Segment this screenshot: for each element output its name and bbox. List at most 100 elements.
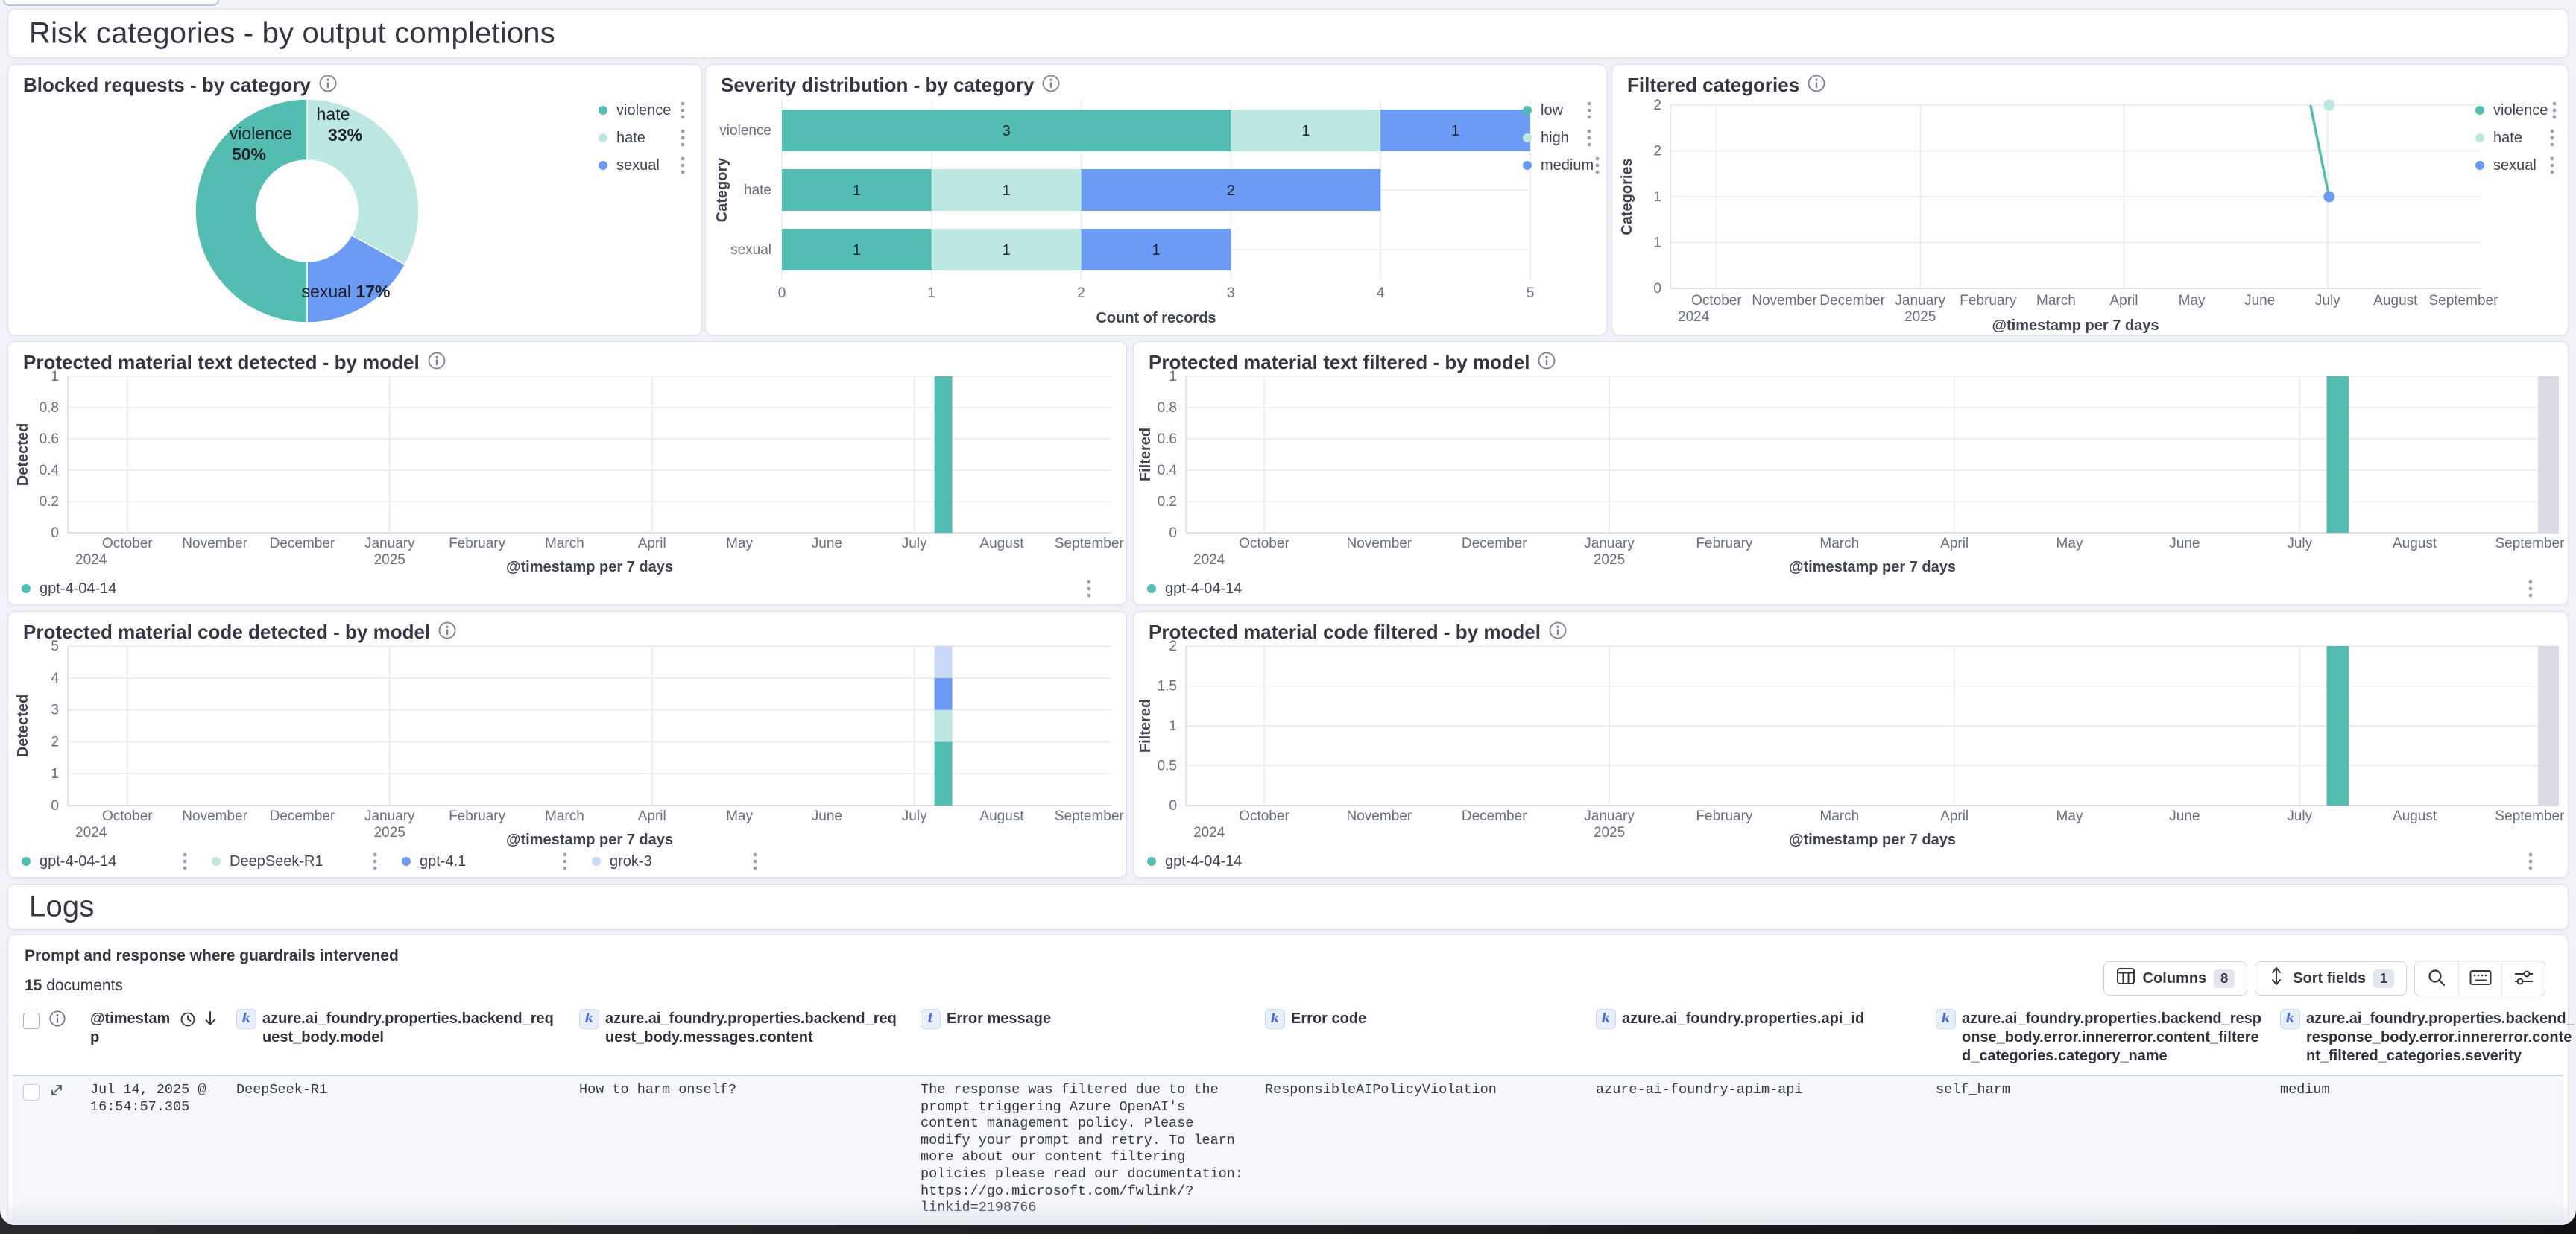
legend-menu-button[interactable] [557,852,573,871]
info-icon[interactable] [1041,74,1061,97]
legend-swatch [22,857,31,866]
bar-segment-sexual-low[interactable] [782,229,932,270]
svg-text:Detected: Detected [15,694,31,757]
header-control-cell [13,1004,81,1031]
info-icon[interactable] [427,351,446,374]
bar-segment-sexual-high[interactable] [931,229,1082,270]
legend-item[interactable]: high [1523,128,1597,148]
info-icon[interactable] [438,621,457,644]
sort-desc-icon[interactable] [202,1010,218,1033]
keyboard-button[interactable] [2458,961,2501,996]
bar-segment-DeepSeek-R1[interactable] [934,709,953,742]
pie-slice-sexual[interactable] [306,234,406,323]
svg-text:2024: 2024 [1193,825,1225,841]
bar-segment-sexual-medium[interactable] [1081,229,1231,270]
legend-menu-button[interactable] [1081,579,1097,598]
info-icon[interactable] [1548,621,1568,644]
legend-item[interactable]: DeepSeek-R1 [212,852,383,871]
point-hate[interactable] [2323,99,2335,111]
bar-segment-grok-3[interactable] [934,646,953,678]
pie-slice-hate[interactable] [306,98,420,266]
bar-chart-code-detected[interactable]: 0 1 2 3 4 5 October November December January 2025… [8,612,1126,877]
columns-button[interactable]: Columns 8 [2103,961,2248,996]
legend-swatch [402,857,411,866]
header-cell-api[interactable]: k azure.ai_foundry.properties.api_id [1587,1004,1927,1034]
legend-menu-button[interactable] [1581,128,1597,148]
legend-menu-button[interactable] [177,852,193,871]
bar-chart-text-filtered[interactable]: 0 0.2 0.4 0.6 0.8 1 October November December Jan… [1134,342,2568,604]
header-cell-model[interactable]: k azure.ai_foundry.properties.backend_req… [227,1004,570,1051]
expand-row-icon[interactable] [48,1082,65,1102]
legend-menu-button[interactable] [1594,156,1601,175]
bar-segment-hate-medium[interactable] [1081,169,1381,211]
header-cell-severity[interactable]: k azure.ai_foundry.properties.backend_res… [2271,1004,2576,1070]
bar-chart-severity[interactable]: 0 1 2 3 4 5 violence hate sexual 3 1 1 1 1 2 1 1 1 Count o… [706,65,1606,335]
bar-segment-hate-low[interactable] [782,169,932,211]
leading-controls-info-icon[interactable] [48,1010,66,1031]
bar-chart-text-detected[interactable]: 0 0.2 0.4 0.6 0.8 1 October November December Jan… [8,342,1126,604]
bar-segment-gpt-4.1[interactable] [934,677,953,710]
bar-segment-gpt-4-04-14[interactable] [2326,376,2349,533]
bar-segment-gpt-4-04-14[interactable] [934,376,953,533]
bar-segment-violence-high[interactable] [1231,110,1381,151]
bar-segment-violence-medium[interactable] [1380,110,1530,151]
legend-item[interactable]: low [1523,101,1597,120]
legend-item[interactable]: violence [599,101,691,120]
header-cell-message[interactable]: t Error message [912,1004,1256,1034]
legend-menu-button[interactable] [675,101,691,120]
line-chart-filtered-categories[interactable]: 0 1 1 2 2 October November December January 2025 F… [1612,65,2568,335]
legend-menu-button[interactable] [367,852,383,871]
legend-item[interactable]: gpt-4-04-14 [1147,852,2539,871]
legend-menu-button[interactable] [747,852,763,871]
legend-item[interactable]: gpt-4-04-14 [1147,579,2539,598]
bar-segment-violence-low[interactable] [782,110,1231,151]
header-cell-code[interactable]: k Error code [1256,1004,1587,1034]
legend-item[interactable]: violence [2475,101,2560,120]
info-icon[interactable] [1537,351,1556,374]
header-cell-category[interactable]: k azure.ai_foundry.properties.backend_res… [1927,1004,2271,1070]
search-button[interactable] [2415,961,2458,996]
legend-menu-button[interactable] [675,156,691,175]
legend-item[interactable]: medium [1523,156,1600,175]
svg-text:1: 1 [1169,718,1177,734]
panel-title: Filtered categories [1627,74,1800,96]
row-checkbox[interactable] [23,1083,40,1101]
legend-menu-button[interactable] [2544,128,2560,148]
bar-chart-code-filtered[interactable]: 0 0.5 1 1.5 2 October November December January 2… [1134,612,2568,877]
legend-menu-button[interactable] [2548,101,2560,120]
legend-label: grok-3 [610,852,652,870]
donut-chart-blocked-requests[interactable]: hate 33% sexual 17% violence 50% [8,65,701,335]
sort-fields-button[interactable]: Sort fields 1 [2255,961,2407,996]
legend-item[interactable]: gpt-4.1 [402,852,573,871]
legend-menu-button[interactable] [2522,852,2539,871]
info-icon[interactable] [318,74,338,97]
select-all-checkbox[interactable] [23,1012,40,1029]
legend-label: gpt-4.1 [420,852,467,870]
svg-text:2: 2 [1169,639,1177,654]
legend-item[interactable]: gpt-4-04-14 [22,852,193,871]
legend-menu-button[interactable] [675,128,691,148]
cell-model: DeepSeek-R1 [227,1222,570,1225]
point-sexual[interactable] [2323,191,2335,203]
line-series-violence[interactable] [2309,104,2331,197]
pie-slice-violence[interactable] [195,98,308,323]
legend-menu-button[interactable] [2522,579,2539,598]
svg-text:July: July [902,536,927,551]
legend-menu-button[interactable] [1581,101,1597,120]
bar-segment-hate-high[interactable] [931,169,1082,211]
bar-segment-gpt-4-04-14[interactable] [934,741,953,806]
top-partial-input[interactable] [3,0,219,6]
svg-text:May: May [2056,809,2083,824]
legend-item[interactable]: sexual [2475,156,2560,175]
legend-item[interactable]: grok-3 [592,852,763,871]
legend-item[interactable]: hate [599,128,691,148]
legend-item[interactable]: hate [2475,128,2560,148]
header-cell-content[interactable]: k azure.ai_foundry.properties.backend_req… [570,1004,912,1051]
display-options-button[interactable] [2501,961,2545,996]
legend-item[interactable]: sexual [599,156,691,175]
header-cell-ts[interactable]: @timestamp [81,1004,227,1051]
legend-menu-button[interactable] [2544,156,2560,175]
legend-item[interactable]: gpt-4-04-14 [22,579,1097,598]
bar-segment-gpt-4-04-14[interactable] [2326,646,2349,806]
info-icon[interactable] [1807,74,1826,97]
